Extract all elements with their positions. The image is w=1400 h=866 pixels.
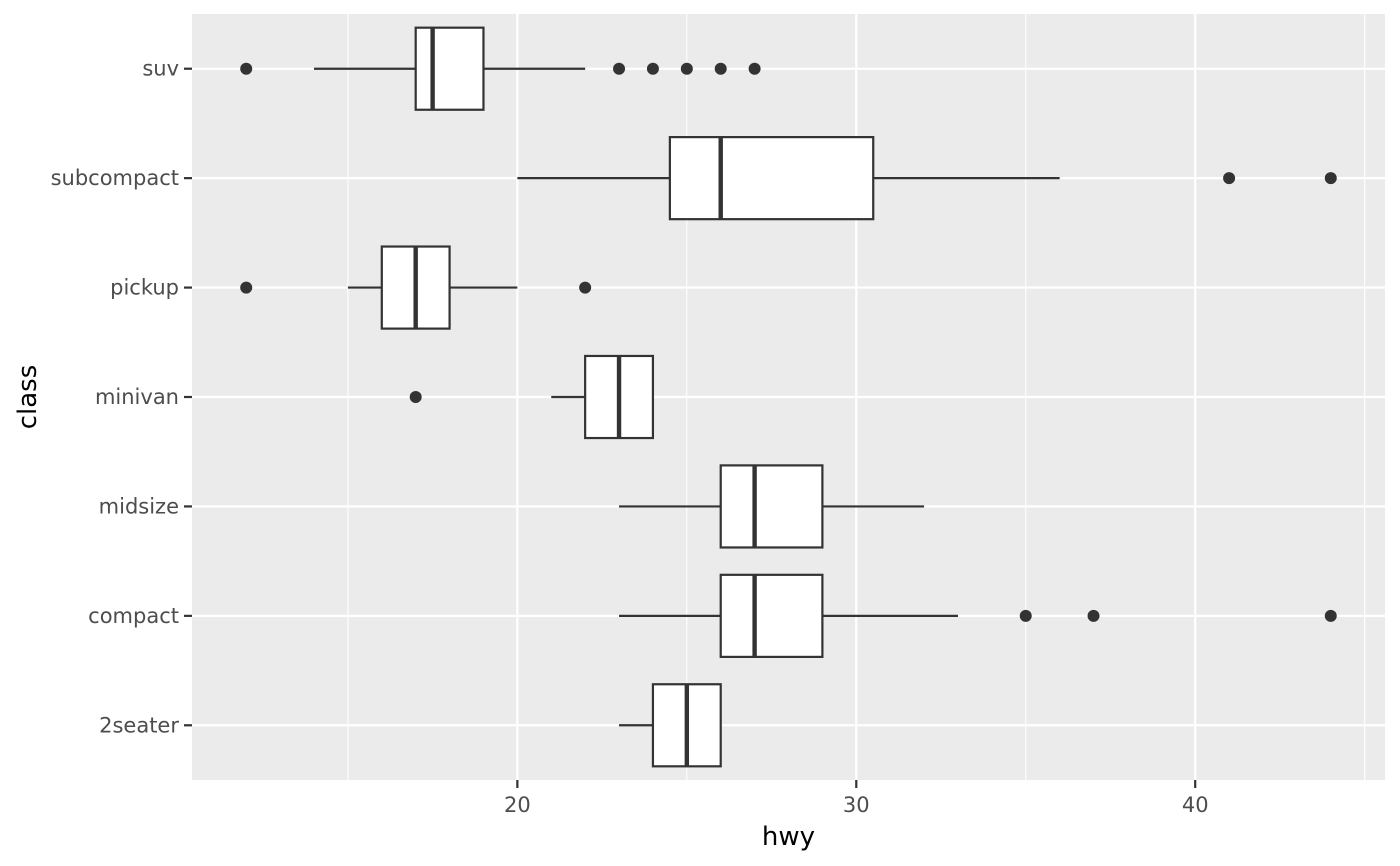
outlier-point — [646, 62, 659, 75]
boxes-layer — [240, 26, 1337, 768]
outlier-point — [748, 62, 761, 75]
outlier-point — [1324, 609, 1337, 622]
box-midsize — [619, 464, 925, 549]
y-axis-title: class — [13, 365, 43, 430]
box-2seater — [619, 683, 722, 768]
outlier-point — [240, 281, 253, 294]
box-body — [719, 464, 824, 549]
y-tick-label: suv — [142, 57, 179, 81]
y-tick-label: pickup — [110, 276, 179, 300]
outlier-point — [1019, 609, 1032, 622]
x-tick-label: 30 — [843, 793, 870, 817]
box-body — [668, 136, 875, 221]
outlier-point — [714, 62, 727, 75]
box-pickup — [240, 245, 592, 330]
outlier-point — [1223, 172, 1236, 185]
outlier-point — [1324, 172, 1337, 185]
y-tick-label: compact — [88, 604, 179, 628]
y-tick-label: midsize — [99, 494, 179, 518]
y-tick-label: minivan — [95, 385, 179, 409]
box-body — [414, 26, 485, 111]
x-tick-label: 40 — [1182, 793, 1209, 817]
outlier-point — [240, 62, 253, 75]
box-minivan — [409, 354, 655, 440]
outlier-point — [579, 281, 592, 294]
x-tick-label: 20 — [504, 793, 531, 817]
box-body — [719, 573, 824, 658]
outlier-point — [409, 391, 422, 403]
y-tick-label: subcompact — [51, 166, 179, 190]
outlier-point — [680, 62, 693, 75]
outlier-point — [1087, 609, 1100, 622]
y-tick-label: 2seater — [99, 713, 179, 737]
box-subcompact — [517, 136, 1337, 221]
box-suv — [240, 26, 761, 111]
x-axis-title: hwy — [762, 822, 815, 852]
x-axis: 20 30 40 — [504, 780, 1209, 817]
box-compact — [619, 573, 1337, 658]
y-axis: 2seater compact midsize minivan pickup subcom… — [51, 57, 192, 737]
outlier-point — [613, 62, 626, 75]
